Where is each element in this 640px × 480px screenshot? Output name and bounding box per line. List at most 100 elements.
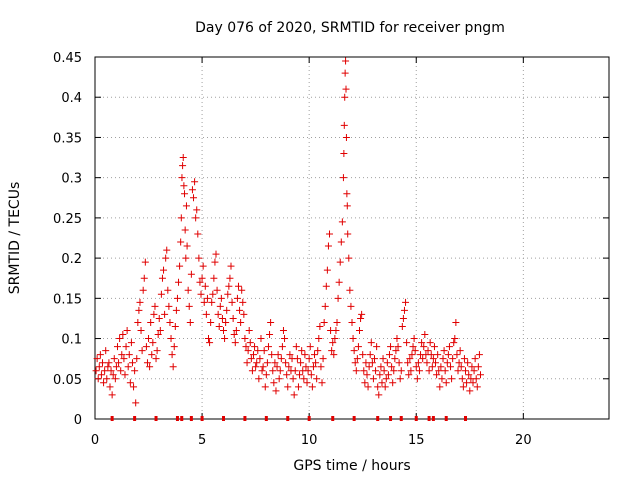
data-point <box>179 162 187 170</box>
y-tick-label: 0.35 <box>53 131 82 146</box>
data-point <box>191 178 199 186</box>
data-point <box>394 343 402 351</box>
y-axis-label: SRMTID / TECUs <box>7 182 23 295</box>
data-point <box>275 375 283 383</box>
data-point <box>115 359 123 367</box>
data-point <box>406 355 414 363</box>
data-point <box>296 371 304 379</box>
data-point <box>205 335 213 343</box>
data-point <box>247 355 255 363</box>
data-point <box>160 266 168 274</box>
data-point <box>271 359 279 367</box>
data-point <box>384 371 392 379</box>
data-point <box>469 379 477 387</box>
data-point <box>200 298 208 306</box>
data-point <box>362 359 370 367</box>
data-point <box>328 347 336 355</box>
data-point <box>229 314 237 322</box>
data-point <box>432 359 440 367</box>
data-point <box>412 363 420 371</box>
gap-marker <box>180 416 184 421</box>
data-point <box>428 363 436 371</box>
data-point <box>194 230 202 238</box>
data-point <box>440 347 448 355</box>
data-point <box>268 351 276 359</box>
data-point <box>207 318 215 326</box>
data-point <box>150 310 158 318</box>
gap-marker <box>376 416 380 421</box>
data-point <box>286 351 294 359</box>
data-point <box>197 290 205 298</box>
data-point <box>178 174 186 182</box>
data-point <box>442 379 450 387</box>
data-point <box>403 339 411 347</box>
data-point <box>92 367 100 375</box>
data-point <box>455 359 463 367</box>
data-point <box>135 306 143 314</box>
data-point <box>179 154 187 162</box>
data-point <box>377 363 385 371</box>
data-point <box>168 351 176 359</box>
data-point <box>382 375 390 383</box>
data-point <box>217 294 225 302</box>
data-point <box>365 363 373 371</box>
data-point <box>330 351 338 359</box>
data-point <box>303 379 311 387</box>
data-point <box>306 343 314 351</box>
data-point <box>215 322 223 330</box>
data-point <box>464 359 472 367</box>
data-point <box>389 379 397 387</box>
data-point <box>434 351 442 359</box>
data-point <box>351 359 359 367</box>
data-point <box>385 351 393 359</box>
data-point <box>249 351 257 359</box>
gap-marker <box>444 416 448 421</box>
data-point <box>346 286 354 294</box>
chart-title: Day 076 of 2020, SRMTID for receiver png… <box>195 20 505 36</box>
data-point <box>246 339 254 347</box>
data-point <box>193 206 201 214</box>
data-point <box>392 347 400 355</box>
data-point <box>355 327 363 335</box>
data-point <box>322 282 330 290</box>
data-point <box>137 327 145 335</box>
data-point <box>218 314 226 322</box>
data-point <box>460 355 468 363</box>
data-point <box>267 318 275 326</box>
data-point <box>237 318 245 326</box>
tick-labels: 0 0.05 0.1 0.15 0.2 0.25 0.3 0.35 0.4 0.45 0 5 10 15 2… <box>53 51 532 448</box>
data-point <box>293 355 301 363</box>
data-point <box>262 371 270 379</box>
data-point <box>154 331 162 339</box>
data-point <box>139 286 147 294</box>
data-point <box>176 262 184 270</box>
data-point <box>459 383 467 391</box>
data-point <box>266 331 274 339</box>
data-point <box>118 351 126 359</box>
data-point <box>312 359 320 367</box>
data-point <box>344 230 352 238</box>
data-point <box>430 343 438 351</box>
x-axis-label: GPS time / hours <box>293 458 410 474</box>
data-point <box>223 306 231 314</box>
data-point <box>187 270 195 278</box>
data-point <box>427 351 435 359</box>
data-point <box>305 355 313 363</box>
data-point <box>112 363 120 371</box>
data-point <box>107 367 115 375</box>
data-point <box>411 347 419 355</box>
data-point <box>136 298 144 306</box>
data-point <box>281 335 289 343</box>
data-point <box>309 363 317 371</box>
data-point <box>380 367 388 375</box>
data-point <box>333 318 341 326</box>
data-point <box>260 347 268 355</box>
data-point <box>326 230 334 238</box>
data-point <box>399 314 407 322</box>
data-point <box>117 367 125 375</box>
x-tick-label: 5 <box>198 433 206 448</box>
data-point <box>102 347 110 355</box>
data-point <box>360 367 368 375</box>
